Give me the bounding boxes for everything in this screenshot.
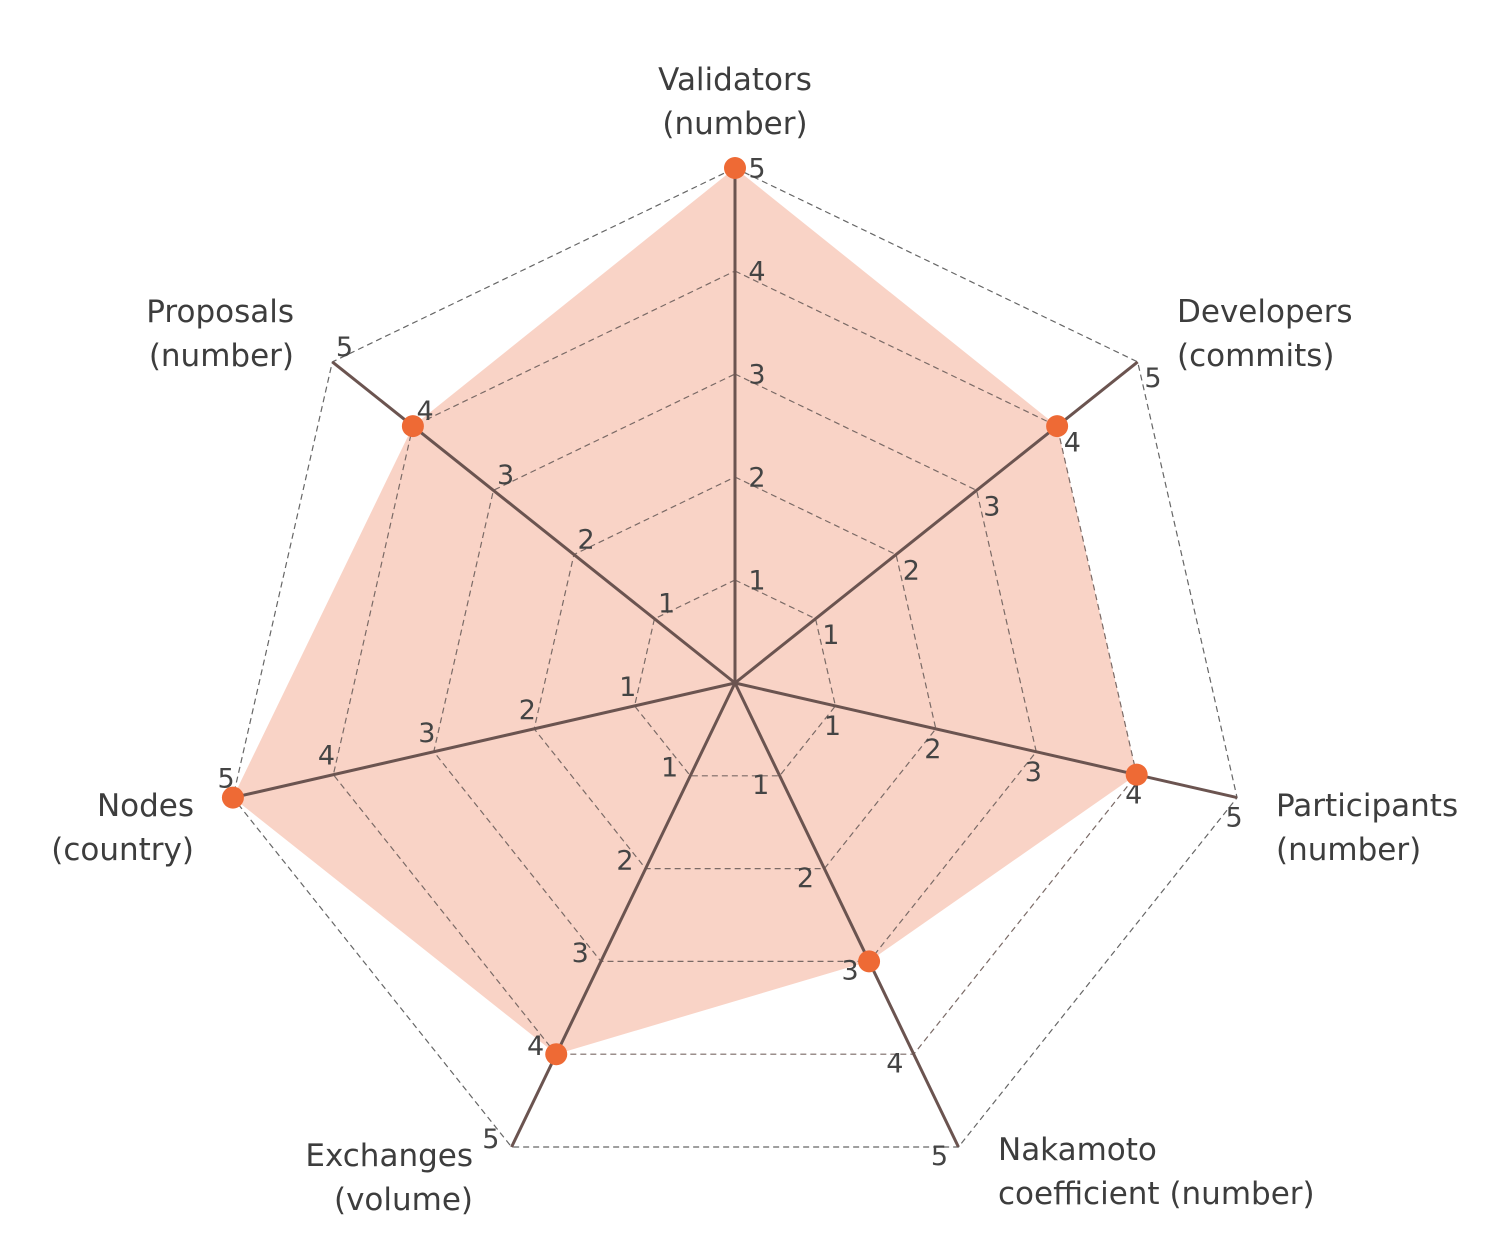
- axis-label-line: (volume): [334, 1182, 473, 1218]
- tick-label: 2: [578, 524, 595, 555]
- axis-label-line: (number): [662, 106, 807, 142]
- tick-label: 5: [1226, 803, 1243, 834]
- tick-label: 5: [931, 1141, 948, 1172]
- data-point: [221, 786, 244, 809]
- tick-label: 2: [616, 845, 633, 876]
- data-point: [1125, 763, 1148, 786]
- tick-label: 3: [497, 460, 514, 491]
- tick-label: 4: [1064, 427, 1081, 458]
- axis-label-line: Developers: [1177, 294, 1353, 330]
- tick-label: 2: [924, 734, 941, 765]
- data-point: [1046, 415, 1069, 438]
- axis-label: Exchanges (volume): [305, 1138, 473, 1218]
- axis-label-line: Exchanges: [305, 1138, 473, 1174]
- axis-label-line: Validators: [658, 62, 812, 98]
- tick-label: 2: [903, 556, 920, 587]
- tick-label: 2: [748, 463, 765, 494]
- tick-label: 3: [748, 360, 765, 391]
- grid-ring-2: [533, 476, 937, 870]
- axis-label: Proposals (number): [146, 294, 294, 374]
- grid-ring-5: [232, 167, 1238, 1148]
- axis-line: [232, 681, 736, 800]
- axis-label: Developers (commits): [1177, 294, 1353, 374]
- tick-label: 4: [886, 1048, 903, 1079]
- axis-label-line: (country): [51, 832, 194, 868]
- axis-line: [734, 360, 1139, 685]
- tick-label: 5: [748, 154, 765, 185]
- axis-label-line: (commits): [1177, 338, 1335, 374]
- tick-label: 1: [748, 566, 765, 597]
- tick-label: 1: [619, 672, 636, 703]
- tick-label: 1: [824, 711, 841, 742]
- data-area: [232, 168, 1137, 1055]
- axis-label-line: (number): [1276, 832, 1421, 868]
- data-point: [401, 415, 424, 438]
- axis-label: Validators (number): [658, 62, 812, 142]
- tick-label: 4: [527, 1031, 544, 1062]
- tick-label: 4: [748, 257, 765, 288]
- tick-label: 1: [822, 620, 839, 651]
- axis-line: [331, 360, 736, 685]
- axis-label: Nodes (country): [51, 788, 194, 868]
- tick-label: 2: [519, 695, 536, 726]
- axis-label-line: coefficient (number): [998, 1176, 1315, 1212]
- tick-label: 3: [418, 718, 435, 749]
- axis-label-line: (number): [149, 338, 294, 374]
- tick-label: 2: [797, 863, 814, 894]
- grid-ring-1: [633, 579, 837, 777]
- tick-label: 1: [658, 589, 675, 620]
- data-point: [858, 950, 881, 973]
- axis-label-line: Nodes: [97, 788, 194, 824]
- tick-label: 1: [752, 770, 769, 801]
- tick-label: 3: [1025, 757, 1042, 788]
- tick-label: 4: [1125, 780, 1142, 811]
- tick-label: 5: [336, 332, 353, 363]
- axis-label-line: Participants: [1276, 788, 1458, 824]
- axis-line: [510, 682, 737, 1148]
- tick-label: 5: [217, 764, 234, 795]
- axis-label-line: Proposals: [146, 294, 294, 330]
- data-point: [545, 1043, 568, 1066]
- tick-label: 3: [983, 491, 1000, 522]
- tick-label: 5: [482, 1124, 499, 1155]
- axis-line: [733, 682, 960, 1148]
- tick-label: 3: [842, 956, 859, 987]
- grid-ring-4: [332, 270, 1138, 1055]
- tick-label: 4: [318, 741, 335, 772]
- axis-label-line: Nakamoto: [998, 1132, 1157, 1168]
- tick-label: 3: [572, 938, 589, 969]
- axis-line: [734, 681, 1238, 800]
- axis-label: Participants (number): [1276, 788, 1458, 868]
- data-point: [724, 157, 746, 179]
- grid-ring-3: [433, 373, 1037, 962]
- tick-label: 5: [1144, 363, 1161, 394]
- tick-label: 1: [661, 753, 678, 784]
- axis-label: Nakamoto coefficient (number): [998, 1132, 1315, 1212]
